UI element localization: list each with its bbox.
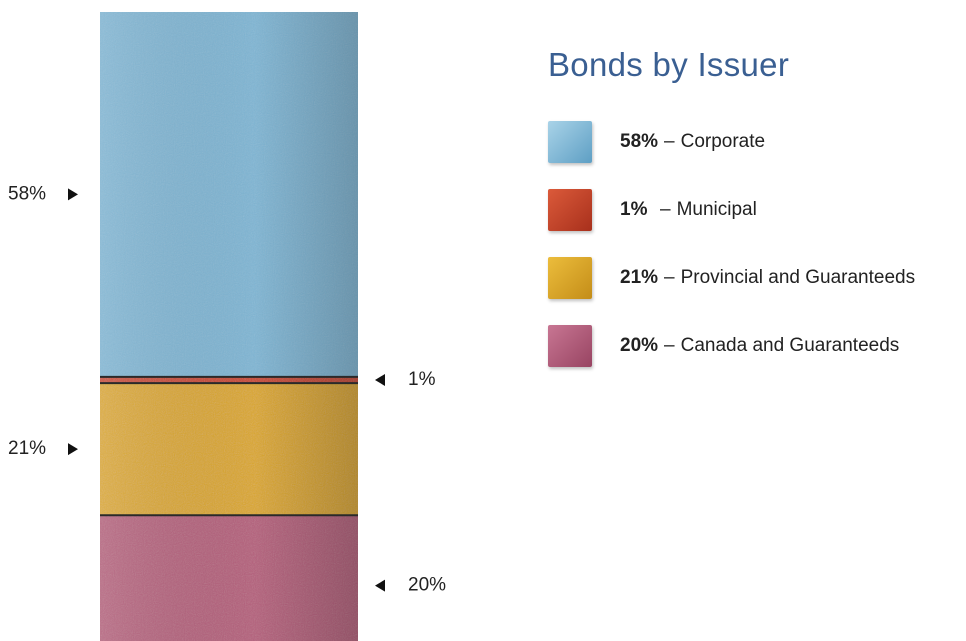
legend-item-municipal: 1% – Municipal <box>548 186 966 234</box>
segment-pointer-corporate <box>68 188 78 201</box>
legend-item-corporate: 58% – Corporate <box>548 118 966 166</box>
legend-label: Municipal <box>676 199 757 220</box>
legend-swatch-provincial <box>548 257 592 299</box>
legend-dash: – <box>664 267 675 288</box>
legend-pct: 20% <box>620 335 659 356</box>
legend-pct: 1% <box>620 199 648 220</box>
segment-pointer-municipal <box>375 373 385 386</box>
legend-pct: 21% <box>620 267 659 288</box>
segment-label-municipal: 1% <box>408 369 436 390</box>
legend-dash: – <box>664 131 675 152</box>
legend-swatch-canada <box>548 325 592 367</box>
segment-pointer-canada <box>375 579 385 592</box>
bar-stack <box>100 12 358 641</box>
legend-swatch-municipal <box>548 189 592 231</box>
bar-segment-shading <box>100 515 358 641</box>
segment-labels: 58% 1% 21% 20% <box>8 183 446 595</box>
segment-label-provincial: 21% <box>8 438 46 459</box>
chart-title: Bonds by Issuer <box>548 46 790 83</box>
legend-item-provincial: 21% – Provincial and Guaranteeds <box>548 254 966 302</box>
segment-pointer-provincial <box>68 443 78 456</box>
segment-label-corporate: 58% <box>8 183 46 204</box>
bar-segment-shading <box>100 383 358 516</box>
segment-label-canada: 20% <box>408 575 446 596</box>
legend-item-canada: 20% – Canada and Guaranteeds <box>548 322 966 370</box>
legend-label: Corporate <box>680 131 766 152</box>
bar-segment-shading <box>100 12 358 377</box>
legend-dash: – <box>660 199 671 220</box>
legend-swatch-corporate <box>548 121 592 163</box>
bar-segment-shading <box>100 376 358 384</box>
legend-dash: – <box>664 335 675 356</box>
legend-pct: 58% <box>620 131 659 152</box>
legend-label: Canada and Guaranteeds <box>680 335 900 356</box>
legend-label: Provincial and Guaranteeds <box>680 267 916 288</box>
